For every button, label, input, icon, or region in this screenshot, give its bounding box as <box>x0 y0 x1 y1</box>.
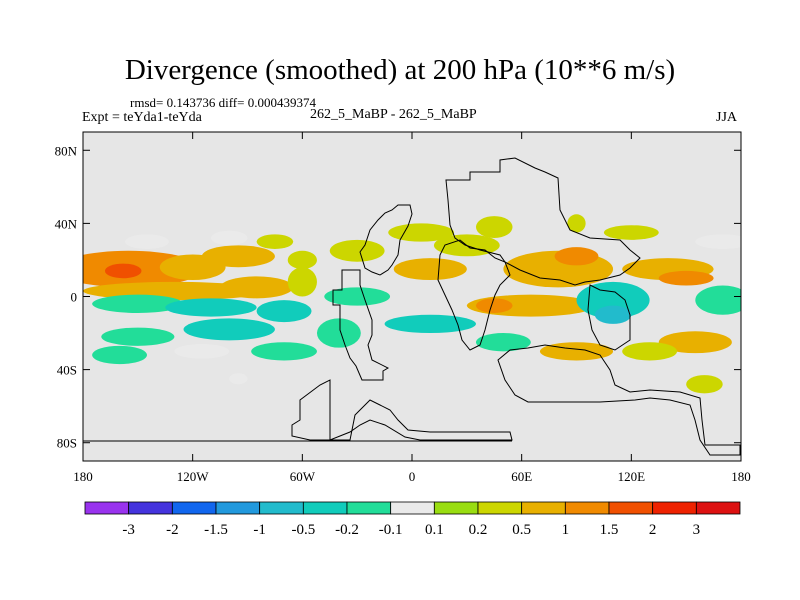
field-blob-19 <box>316 318 361 348</box>
colorbar-box-14 <box>695 501 741 515</box>
continent-outline-south-america <box>332 269 390 381</box>
field-blob-17 <box>174 344 230 359</box>
colorbar-label-12: 2 <box>649 522 657 538</box>
field-blob-43 <box>695 234 741 249</box>
stats-line: rmsd= 0.143736 diff= 0.000439374 <box>130 95 316 110</box>
colorbar-box-10 <box>521 501 566 515</box>
colorbar-box-6 <box>346 501 392 515</box>
divergence-field <box>83 214 741 394</box>
y-tick-label-3: 40S <box>57 363 77 378</box>
colorbar-label-13: 3 <box>693 522 701 538</box>
colorbar: -3 -2 -1.5 -1 -0.5 -0.2 -0.1 0.1 0.2 0.5 1 1.5 2 3 <box>84 501 741 538</box>
field-blob-10 <box>287 250 317 270</box>
y-tick-label-1: 40N <box>55 216 78 231</box>
field-blob-6 <box>287 267 317 297</box>
colorbar-box-1 <box>128 501 173 515</box>
field-blob-20 <box>229 373 248 385</box>
colorbar-label-6: -0.1 <box>379 522 403 538</box>
field-blob-16 <box>92 345 147 365</box>
field-blob-12 <box>165 298 257 317</box>
x-tick-label-5: 120E <box>618 469 646 484</box>
field-blob-11 <box>92 294 184 313</box>
field-blob-9 <box>256 234 294 249</box>
colorbar-box-8 <box>433 501 479 515</box>
field-blob-36 <box>658 331 732 354</box>
colorbar-box-13 <box>652 501 697 515</box>
continent-outline-australia <box>497 344 741 456</box>
x-tick-label-6: 180 <box>731 469 751 484</box>
colorbar-label-8: 0.2 <box>469 522 488 538</box>
colorbar-box-0 <box>84 501 130 515</box>
colorbar-box-11 <box>564 501 610 515</box>
case-label: 262_5_MaBP - 262_5_MaBP <box>310 107 477 122</box>
field-blob-26 <box>554 247 599 266</box>
season-label: JJA <box>716 110 738 125</box>
colorbar-label-9: 0.5 <box>512 522 531 538</box>
field-blob-40 <box>686 375 723 394</box>
y-tick-label-4: 80S <box>57 436 77 451</box>
continent-outline-greenland-america <box>359 204 413 276</box>
field-blob-44 <box>567 214 586 233</box>
colorbar-label-10: 1 <box>562 522 570 538</box>
field-blob-13 <box>256 300 312 323</box>
x-tick-label-2: 60W <box>290 469 316 484</box>
colorbar-label-1: -2 <box>166 522 179 538</box>
field-blob-29 <box>324 287 391 306</box>
x-tick-label-4: 60E <box>511 469 532 484</box>
field-blob-31 <box>576 281 650 319</box>
field-blob-8 <box>210 230 248 246</box>
continent-outline-indochina <box>587 284 631 351</box>
field-blob-35 <box>695 285 741 315</box>
field-blob-41 <box>388 223 455 242</box>
field-blob-34 <box>658 270 714 286</box>
colorbar-box-12 <box>608 501 654 515</box>
colorbar-box-7 <box>390 501 435 515</box>
colorbar-box-5 <box>302 501 348 515</box>
colorbar-label-5: -0.2 <box>335 522 359 538</box>
colorbar-box-4 <box>259 501 304 515</box>
field-blob-32 <box>594 305 632 324</box>
x-tick-label-0: 180 <box>73 469 93 484</box>
colorbar-label-11: 1.5 <box>600 522 619 538</box>
field-blob-3 <box>201 245 275 268</box>
colorbar-box-2 <box>171 501 217 515</box>
colorbar-label-7: 0.1 <box>425 522 444 538</box>
y-tick-label-0: 80N <box>55 143 78 158</box>
field-blob-15 <box>183 318 275 341</box>
field-blob-30 <box>384 314 476 334</box>
continent-outline-africa <box>437 239 511 351</box>
field-blob-38 <box>622 342 678 361</box>
field-blob-21 <box>329 239 385 262</box>
x-tick-label-3: 0 <box>409 469 416 484</box>
colorbar-box-9 <box>477 501 523 515</box>
field-blob-28 <box>475 298 513 313</box>
colorbar-label-0: -3 <box>122 522 135 538</box>
field-blob-5 <box>220 276 294 299</box>
field-blob-7 <box>125 234 169 249</box>
x-axis: 180 120W 60W 0 60E 120E 180 <box>73 132 751 484</box>
colorbar-label-2: -1.5 <box>204 522 228 538</box>
field-blob-23 <box>393 258 467 281</box>
continent-outline-eurasia <box>445 157 641 286</box>
field-blob-14 <box>101 327 175 346</box>
x-tick-label-1: 120W <box>177 469 210 484</box>
experiment-label: Expt = teYda1-teYda <box>82 110 202 125</box>
continent-outline-antarctica <box>291 379 513 441</box>
continent-outlines <box>83 157 741 456</box>
colorbar-box-3 <box>215 501 261 515</box>
field-blob-42 <box>603 225 659 240</box>
colorbar-label-3: -1 <box>253 522 266 538</box>
colorbar-label-4: -0.5 <box>291 522 315 538</box>
field-blob-1 <box>104 263 142 279</box>
chart-title: Divergence (smoothed) at 200 hPa (10**6 … <box>124 54 676 86</box>
field-blob-39 <box>475 333 531 352</box>
y-axis: 80N 40N 0 40S 80S <box>55 143 741 451</box>
field-blob-24 <box>475 216 513 239</box>
field-blob-18 <box>251 342 317 361</box>
y-tick-label-2: 0 <box>71 290 78 305</box>
